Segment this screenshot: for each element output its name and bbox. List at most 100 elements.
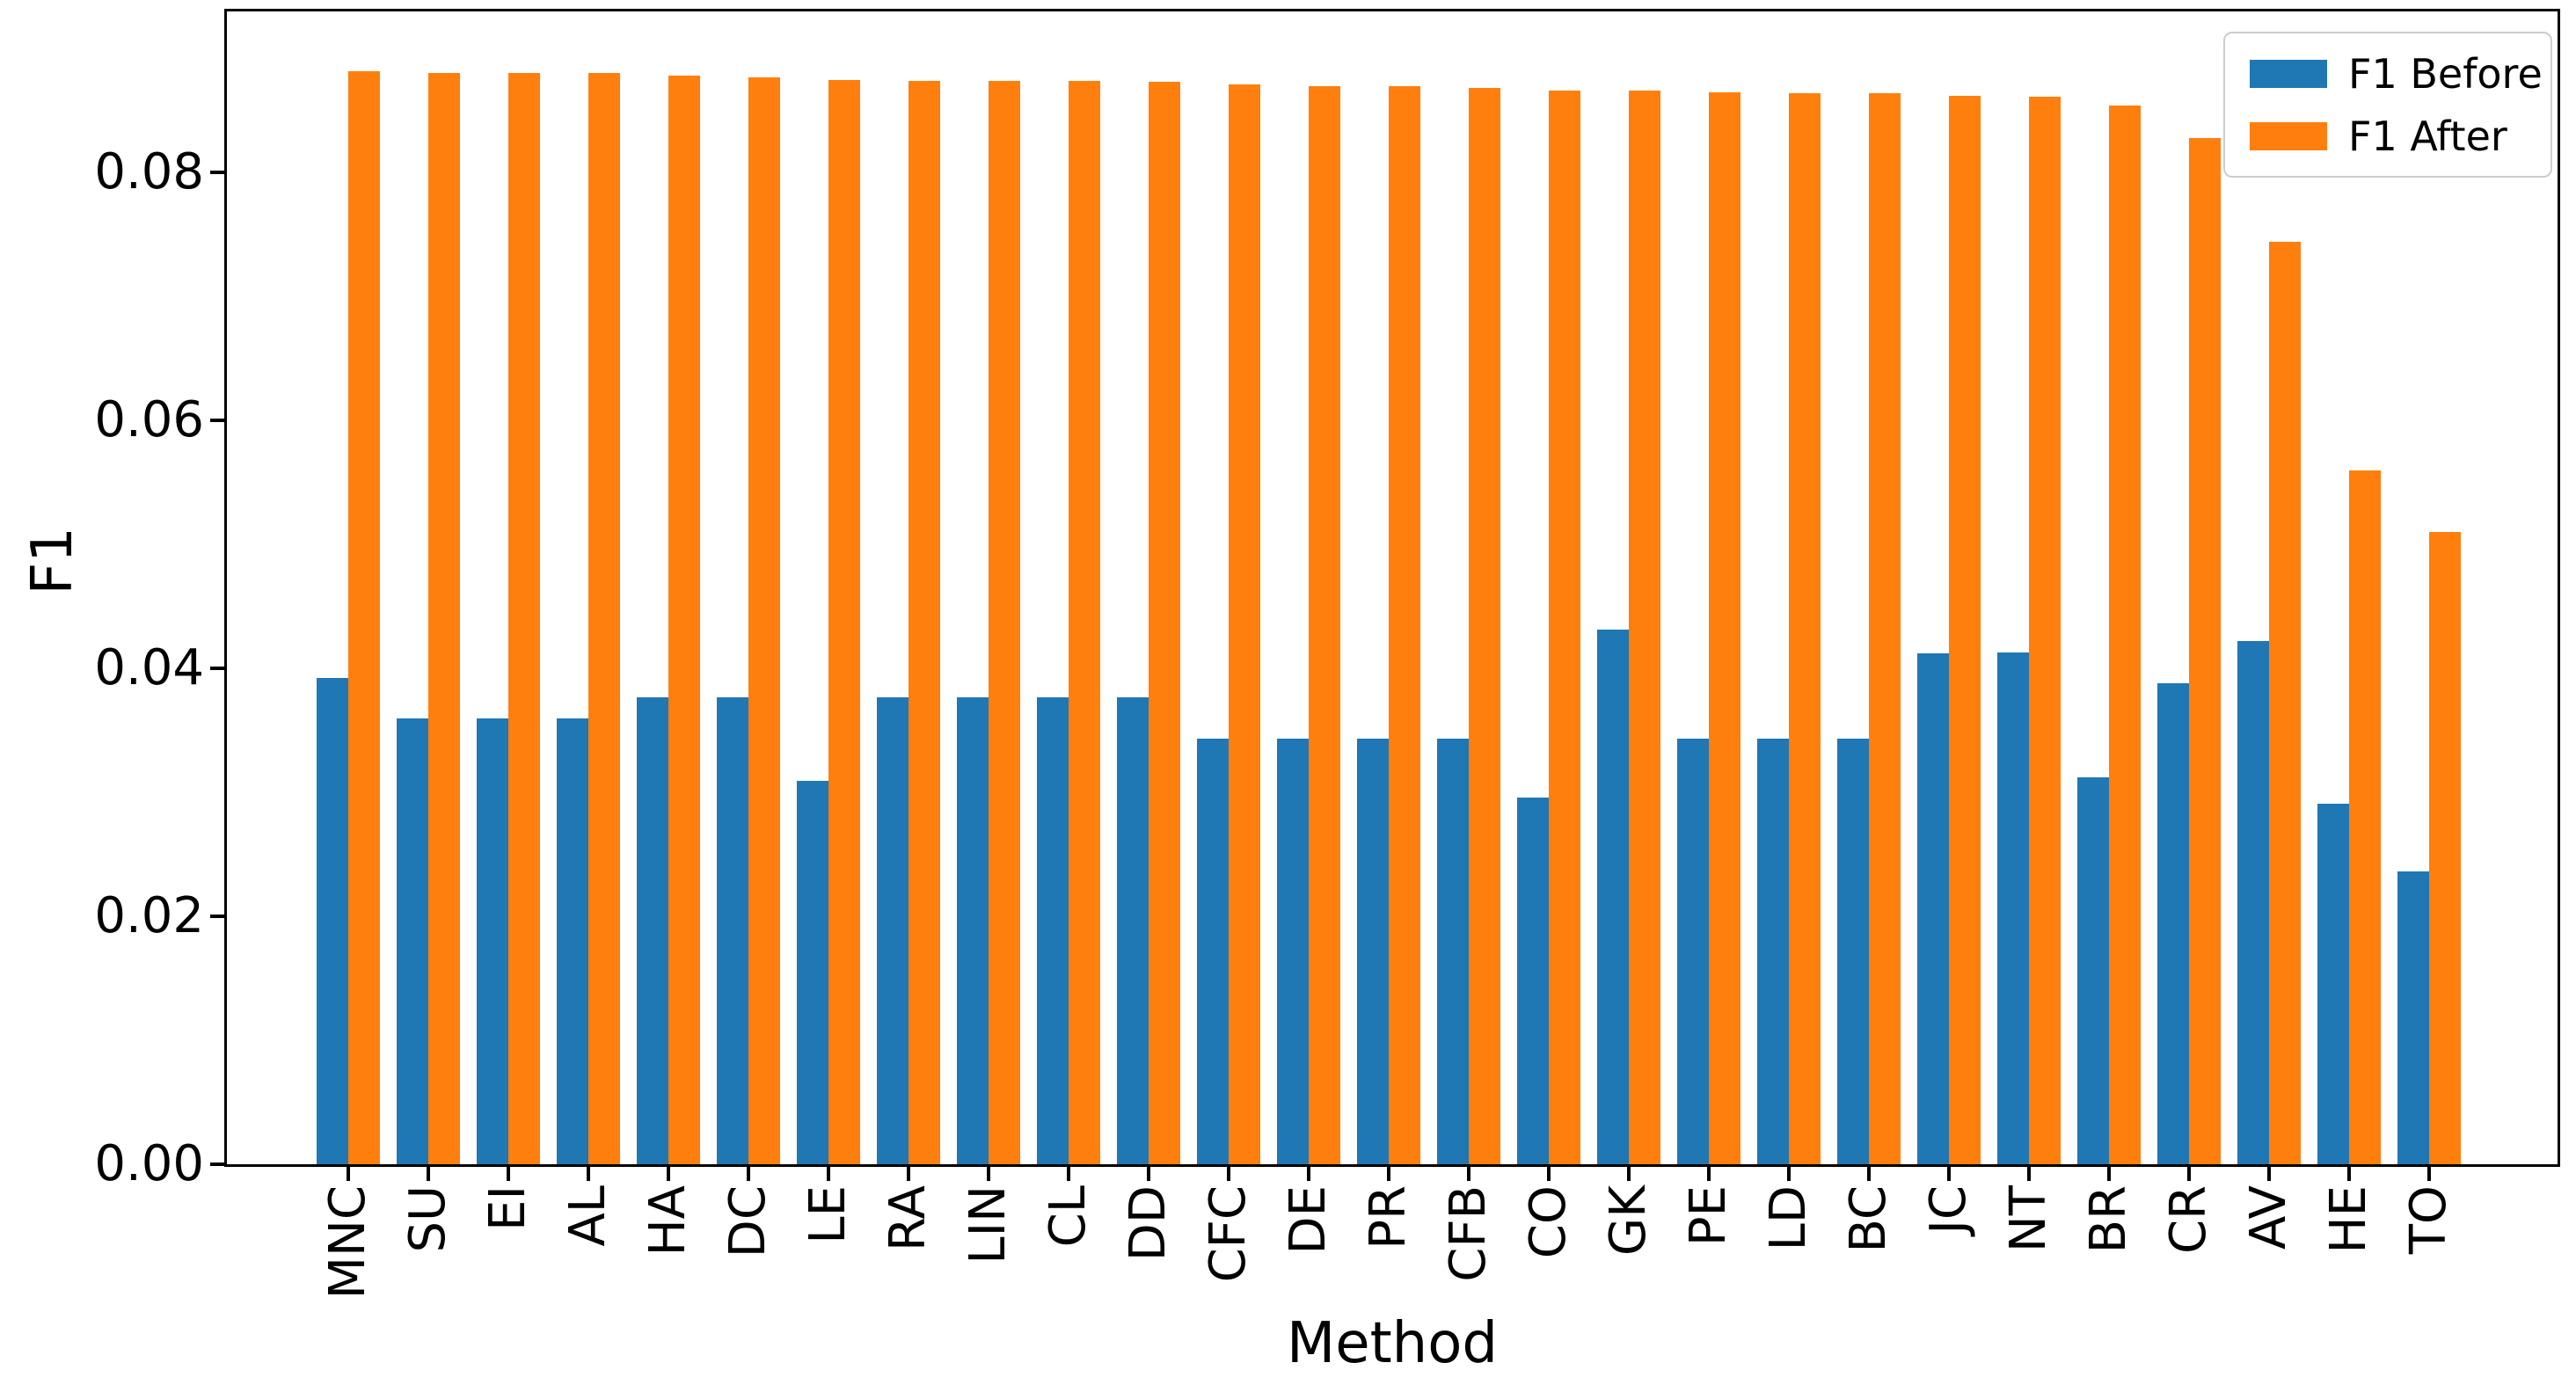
bar-after-CFC: [1229, 84, 1261, 1164]
x-tick-mark: [1547, 1167, 1551, 1181]
bar-after-GK: [1629, 91, 1661, 1164]
x-tick-label-GK: GK: [1594, 1185, 1664, 1256]
bar-after-PR: [1389, 85, 1421, 1164]
y-tick-label: 0.06: [94, 391, 204, 449]
bar-before-BR: [2076, 777, 2109, 1164]
legend-label-after: F1 After: [2348, 112, 2507, 160]
bar-before-CR: [2156, 683, 2189, 1164]
x-tick-label-text: HA: [639, 1185, 697, 1257]
bar-before-TO: [2397, 871, 2429, 1164]
x-tick-mark: [987, 1167, 990, 1181]
bar-after-TO: [2429, 532, 2462, 1164]
x-tick-mark: [1787, 1167, 1791, 1181]
bar-after-AL: [588, 73, 621, 1164]
bar-before-EI: [476, 718, 508, 1164]
bar-before-AV: [2237, 641, 2269, 1164]
bar-before-LE: [796, 781, 828, 1164]
legend-item-before: F1 Before: [2225, 54, 2550, 94]
bar-before-GK: [1596, 630, 1629, 1164]
x-tick-label-text: DD: [1120, 1185, 1177, 1262]
x-tick-mark: [2347, 1167, 2351, 1181]
x-tick-mark: [1867, 1167, 1871, 1181]
bar-after-DE: [1309, 85, 1341, 1164]
bar-before-JC: [1916, 653, 1949, 1164]
x-tick-label-DE: DE: [1273, 1185, 1344, 1255]
x-tick-mark: [587, 1167, 590, 1181]
x-tick-label-text: TO: [2400, 1185, 2457, 1255]
x-tick-label-text: HE: [2320, 1185, 2377, 1254]
y-tick-label: 0.02: [94, 887, 204, 945]
x-tick-mark: [1627, 1167, 1631, 1181]
bar-after-DC: [748, 77, 781, 1164]
x-tick-mark: [1307, 1167, 1310, 1181]
x-tick-label-text: CO: [1520, 1185, 1577, 1259]
bar-after-LE: [828, 79, 861, 1164]
x-tick-mark: [1467, 1167, 1470, 1181]
bar-after-BR: [2109, 106, 2142, 1164]
x-tick-label-BC: BC: [1834, 1185, 1904, 1253]
x-tick-label-AL: AL: [553, 1185, 624, 1247]
x-tick-label-LIN: LIN: [953, 1185, 1024, 1264]
x-tick-label-text: DC: [719, 1185, 777, 1258]
x-tick-label-AV: AV: [2234, 1185, 2304, 1250]
legend-item-after: F1 After: [2225, 116, 2550, 157]
bar-after-JC: [1949, 95, 1981, 1164]
x-tick-mark: [1947, 1167, 1951, 1181]
x-tick-label-MNC: MNC: [313, 1185, 383, 1299]
bar-after-HA: [668, 76, 701, 1164]
y-axis-title: F1: [20, 526, 85, 595]
x-tick-label-DC: DC: [713, 1185, 784, 1257]
x-tick-mark: [827, 1167, 830, 1181]
bar-before-CO: [1516, 797, 1549, 1164]
bar-after-PE: [1709, 91, 1741, 1164]
bar-after-RA: [909, 80, 941, 1164]
x-tick-label-text: LE: [799, 1185, 857, 1244]
bar-before-CFB: [1436, 739, 1469, 1164]
x-tick-label-text: LIN: [960, 1185, 1017, 1264]
x-tick-label-text: BR: [2080, 1185, 2137, 1254]
bar-before-CFC: [1196, 739, 1229, 1164]
bar-before-MNC: [316, 678, 348, 1164]
x-tick-label-CL: CL: [1033, 1185, 1104, 1247]
x-tick-label-CR: CR: [2154, 1185, 2224, 1254]
bar-after-CFB: [1469, 88, 1501, 1164]
y-tick-label: 0.04: [94, 639, 204, 697]
x-tick-label-DD: DD: [1113, 1185, 1184, 1261]
x-tick-mark: [2027, 1167, 2031, 1181]
bar-before-DE: [1276, 739, 1309, 1164]
x-tick-label-CFC: CFC: [1193, 1185, 1264, 1282]
x-tick-label-text: CR: [2160, 1185, 2217, 1255]
x-tick-label-RA: RA: [873, 1185, 944, 1251]
x-tick-mark: [2107, 1167, 2111, 1181]
x-tick-label-LD: LD: [1754, 1185, 1824, 1250]
x-tick-label-text: RA: [879, 1185, 937, 1251]
x-tick-mark: [347, 1167, 350, 1181]
bar-after-CO: [1549, 91, 1581, 1164]
bar-after-HE: [2349, 470, 2382, 1164]
bar-after-BC: [1869, 93, 1901, 1164]
x-tick-mark: [2187, 1167, 2191, 1181]
x-tick-label-HE: HE: [2314, 1185, 2384, 1254]
x-tick-label-CFB: CFB: [1434, 1185, 1504, 1282]
y-tick-mark: [210, 667, 224, 671]
x-tick-label-BR: BR: [2074, 1185, 2144, 1253]
bar-before-DC: [716, 696, 748, 1164]
x-tick-mark: [427, 1167, 430, 1181]
y-tick-mark: [210, 419, 224, 423]
bar-after-LIN: [989, 80, 1021, 1164]
x-tick-mark: [907, 1167, 910, 1181]
legend-label-before: F1 Before: [2348, 49, 2543, 98]
x-axis-title: Method: [1286, 1311, 1499, 1376]
bar-after-EI: [508, 73, 541, 1164]
bar-before-LIN: [956, 696, 989, 1164]
x-tick-label-text: PR: [1360, 1185, 1417, 1250]
x-tick-label-NT: NT: [1994, 1185, 2064, 1252]
bar-before-NT: [1996, 652, 2029, 1164]
x-tick-label-JC: JC: [1914, 1185, 1984, 1235]
x-tick-label-text: SU: [399, 1185, 456, 1253]
x-tick-label-HA: HA: [633, 1185, 704, 1256]
x-tick-label-EI: EI: [473, 1185, 544, 1231]
x-tick-label-PR: PR: [1354, 1185, 1424, 1250]
x-tick-mark: [667, 1167, 670, 1181]
x-tick-mark: [1707, 1167, 1711, 1181]
